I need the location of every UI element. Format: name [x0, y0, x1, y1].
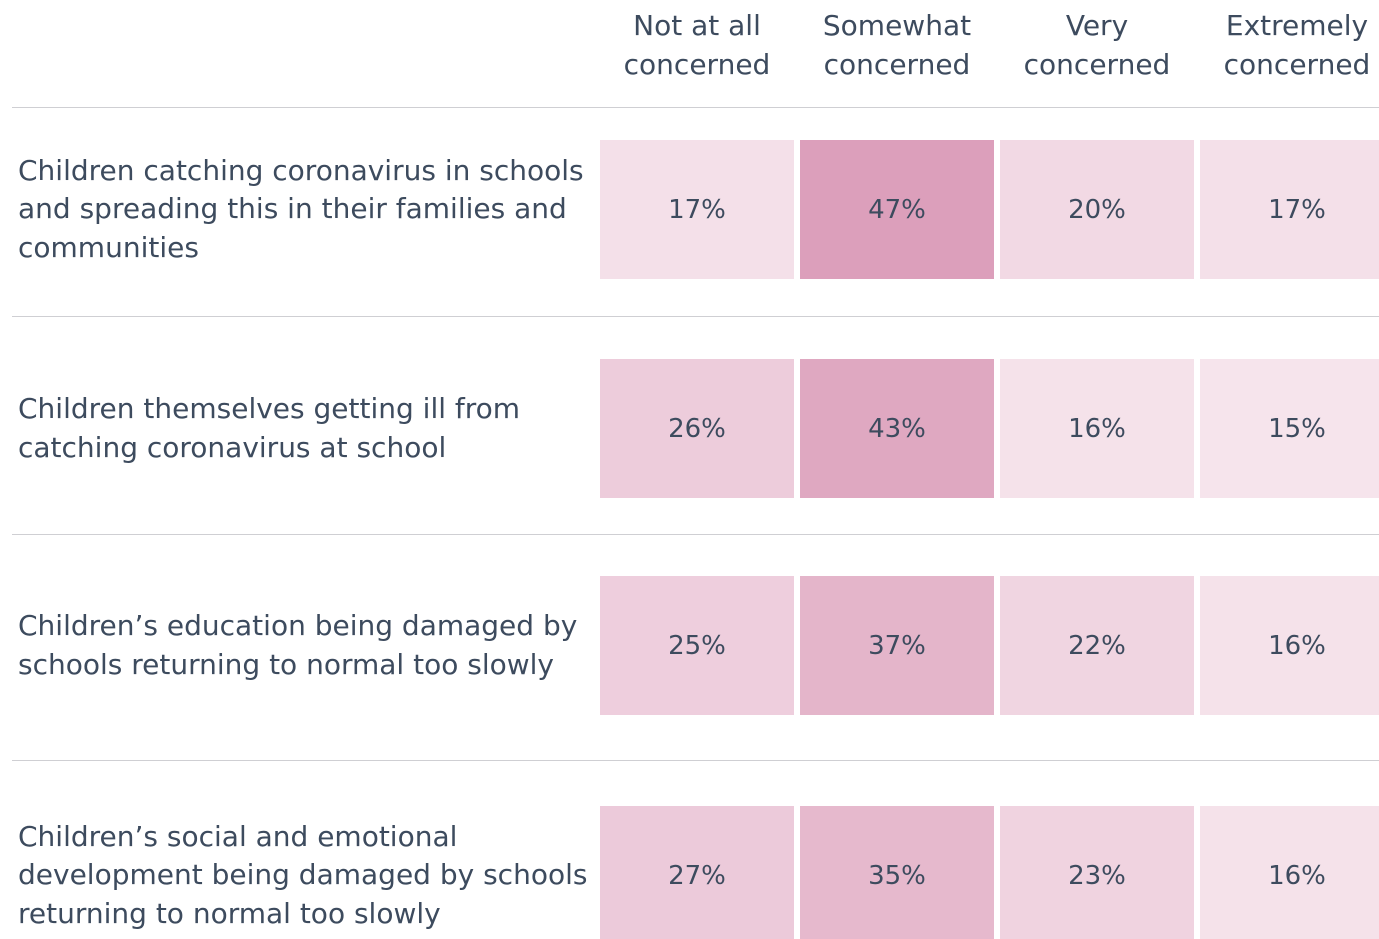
heatmap-cell: 47%	[800, 140, 994, 279]
cell-label: 15%	[1268, 413, 1326, 444]
cell-label: 20%	[1068, 194, 1126, 225]
row-separator	[12, 107, 1379, 108]
heatmap-cell: 16%	[1200, 806, 1379, 939]
cell-label: 17%	[668, 194, 726, 225]
cell-label: 16%	[1268, 630, 1326, 661]
row-separator	[12, 534, 1379, 535]
column-header: Somewhat concerned	[822, 9, 972, 81]
cell-label: 26%	[668, 413, 726, 444]
row-separator	[12, 760, 1379, 761]
heatmap-cell: 27%	[600, 806, 794, 939]
heatmap-cell: 22%	[1000, 576, 1194, 715]
cell-label: 43%	[868, 413, 926, 444]
cell-label: 16%	[1268, 860, 1326, 891]
cell-label: 37%	[868, 630, 926, 661]
cell-label: 47%	[868, 194, 926, 225]
cell-label: 17%	[1268, 194, 1326, 225]
heatmap-cell: 17%	[1200, 140, 1379, 279]
heatmap-cell: 15%	[1200, 359, 1379, 498]
cell-label: 22%	[1068, 630, 1126, 661]
heatmap-cell: 25%	[600, 576, 794, 715]
row-label: Children’s education being damaged by sc…	[18, 609, 578, 681]
cell-label: 25%	[668, 630, 726, 661]
row-label: Children themselves getting ill from cat…	[18, 392, 521, 464]
heatmap-cell: 20%	[1000, 140, 1194, 279]
heatmap-cell: 37%	[800, 576, 994, 715]
column-header: Not at all concerned	[623, 9, 771, 81]
column-header: Extremely concerned	[1223, 9, 1371, 81]
row-separator	[12, 316, 1379, 317]
heatmap-cell: 43%	[800, 359, 994, 498]
heatmap-cell: 16%	[1000, 359, 1194, 498]
heatmap-cell: 17%	[600, 140, 794, 279]
heatmap-cell: 23%	[1000, 806, 1194, 939]
cell-label: 27%	[668, 860, 726, 891]
column-header: Very concerned	[1023, 9, 1171, 81]
cell-label: 23%	[1068, 860, 1126, 891]
cell-label: 35%	[868, 860, 926, 891]
row-label: Children catching coronavirus in schools…	[18, 153, 584, 264]
heatmap-cell: 35%	[800, 806, 994, 939]
heatmap-cell: 26%	[600, 359, 794, 498]
heatmap-cell: 16%	[1200, 576, 1379, 715]
cell-label: 16%	[1068, 413, 1126, 444]
row-label: Children’s social and emotional developm…	[18, 819, 588, 930]
